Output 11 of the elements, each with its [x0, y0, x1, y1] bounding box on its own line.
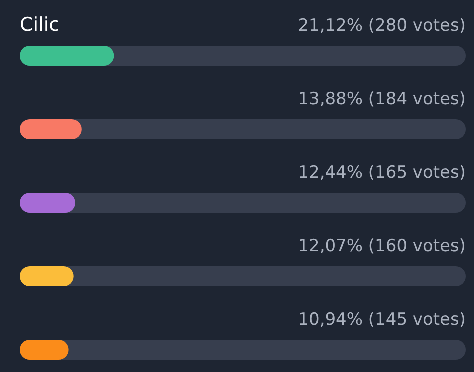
data-label: 13,88% (184 votes): [298, 90, 466, 110]
bar: [20, 120, 82, 140]
data-label: 21,12% (280 votes): [298, 16, 466, 36]
bar: [20, 340, 69, 360]
y-tick-label: Cilic: [20, 14, 60, 36]
bar: [20, 266, 74, 286]
data-label: 12,44% (165 votes): [298, 163, 466, 183]
bar: [20, 193, 76, 213]
data-label: 10,94% (145 votes): [298, 310, 466, 330]
bar: [20, 46, 114, 66]
data-label: 12,07% (160 votes): [298, 236, 466, 256]
